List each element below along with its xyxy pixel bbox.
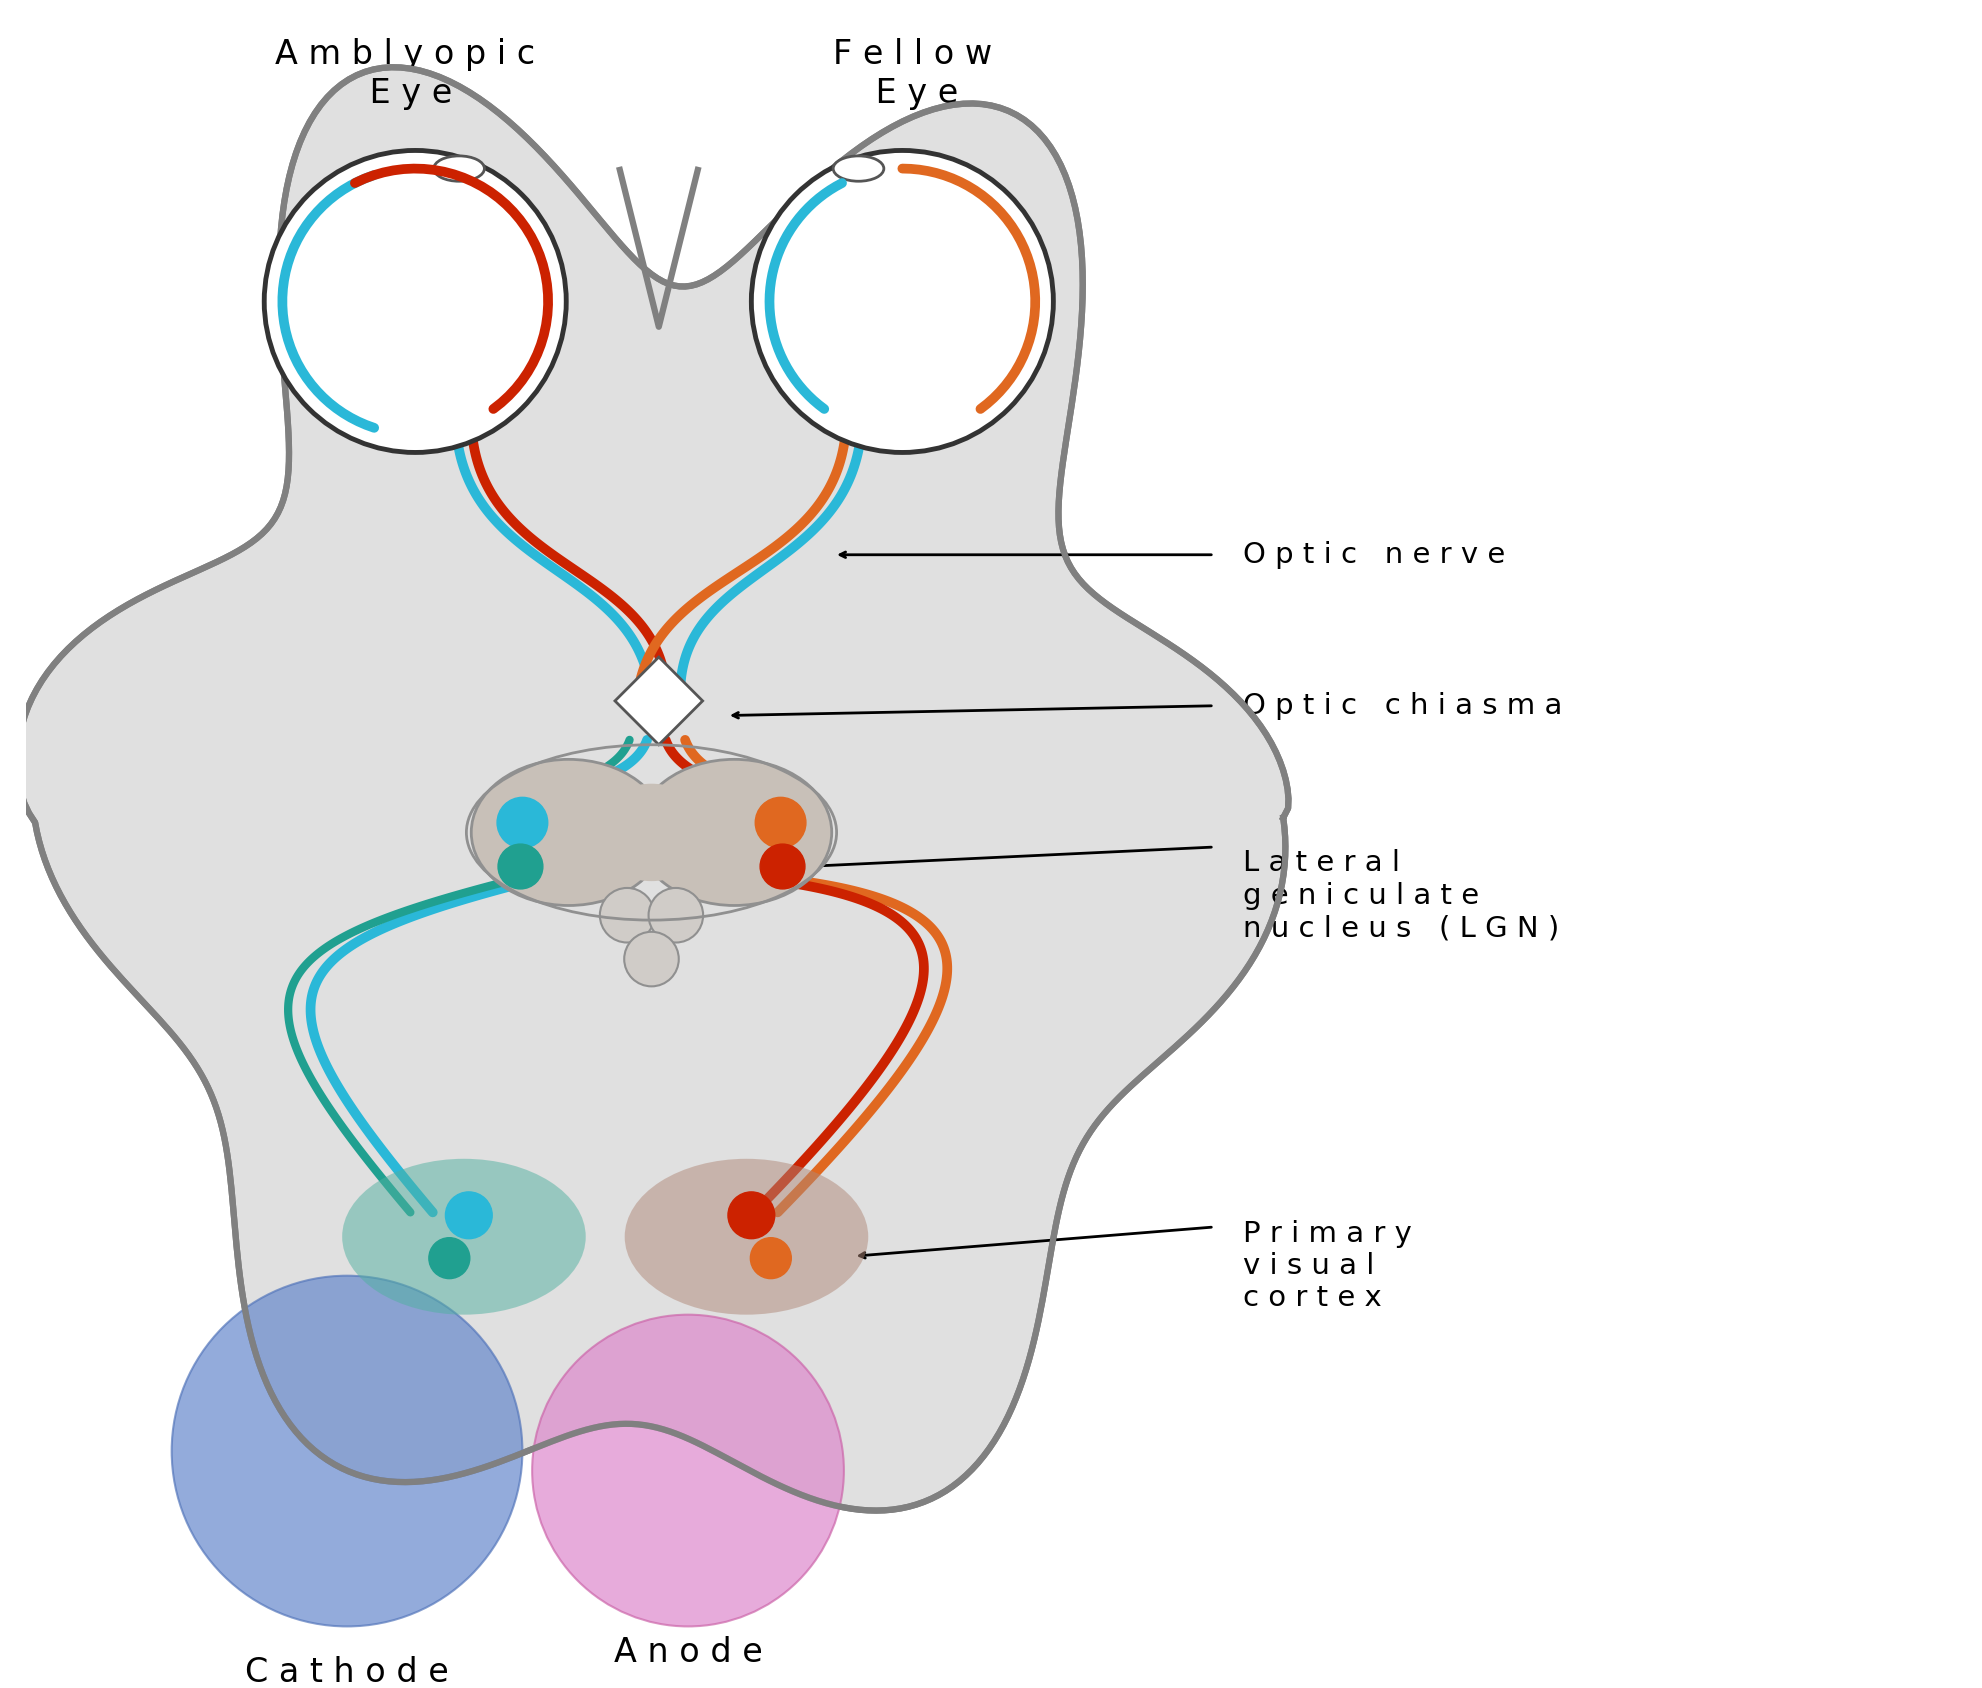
Polygon shape (614, 657, 702, 744)
Circle shape (172, 1276, 521, 1627)
Circle shape (749, 1237, 791, 1278)
Circle shape (759, 844, 805, 890)
Text: O p t i c   n e r v e: O p t i c n e r v e (1243, 540, 1504, 569)
Text: P r i m a r y
v i s u a l
c o r t e x: P r i m a r y v i s u a l c o r t e x (1243, 1219, 1411, 1312)
Text: A n o d e: A n o d e (612, 1636, 761, 1669)
Ellipse shape (593, 783, 710, 881)
Ellipse shape (472, 760, 666, 905)
Circle shape (531, 1315, 844, 1627)
Ellipse shape (636, 760, 830, 905)
Circle shape (497, 797, 547, 847)
Circle shape (755, 797, 805, 847)
Text: A m b l y o p i c
 E y e: A m b l y o p i c E y e (275, 39, 535, 110)
Circle shape (624, 932, 678, 986)
Circle shape (751, 150, 1052, 452)
Circle shape (727, 1192, 775, 1239)
Text: L a t e r a l
g e n i c u l a t e
n u c l e u s   ( L G N ): L a t e r a l g e n i c u l a t e n u c … (1243, 849, 1558, 942)
Ellipse shape (832, 155, 884, 181)
Circle shape (497, 844, 543, 890)
Text: F e l l o w
 E y e: F e l l o w E y e (832, 39, 991, 110)
Ellipse shape (343, 1158, 585, 1315)
Ellipse shape (624, 1158, 868, 1315)
Text: C a t h o d e: C a t h o d e (246, 1656, 448, 1688)
Circle shape (446, 1192, 492, 1239)
Circle shape (648, 888, 704, 942)
Ellipse shape (434, 155, 484, 181)
Circle shape (264, 150, 567, 452)
Polygon shape (18, 68, 1288, 1511)
Circle shape (599, 888, 654, 942)
Circle shape (428, 1237, 470, 1278)
Text: O p t i c   c h i a s m a: O p t i c c h i a s m a (1243, 692, 1562, 719)
